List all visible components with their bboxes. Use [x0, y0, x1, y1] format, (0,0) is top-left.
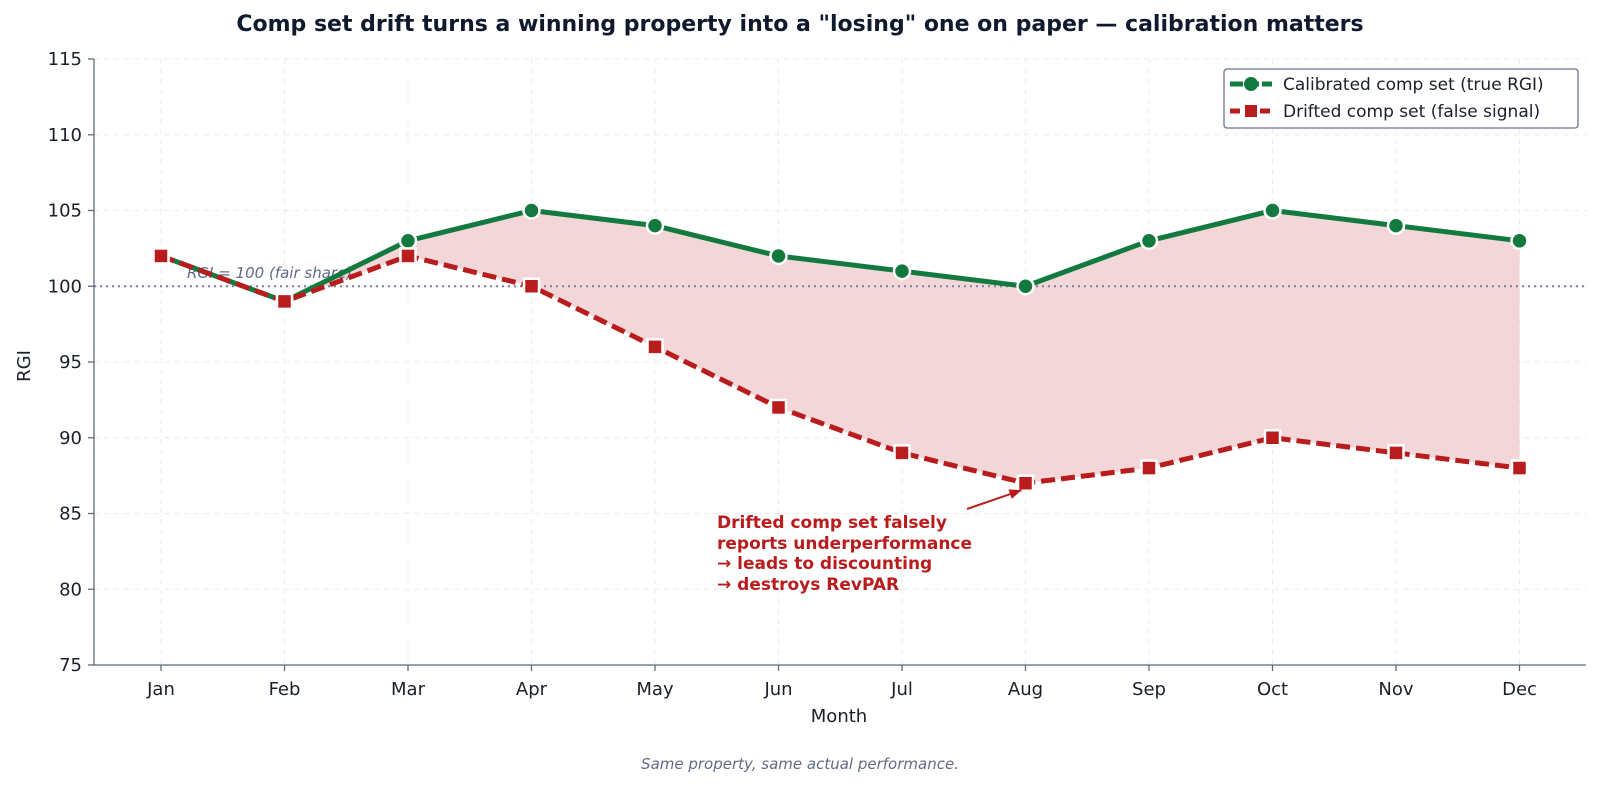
point-drifted	[399, 247, 417, 265]
annotation: Drifted comp set falsely reports underpe…	[717, 489, 1022, 595]
chart-title: Comp set drift turns a winning property …	[236, 12, 1363, 37]
legend-marker-drifted	[1245, 105, 1257, 117]
annotation-line-4: → destroys RevPAR	[717, 575, 899, 595]
y-tick-label: 75	[59, 655, 82, 676]
x-tick-label: Aug	[1008, 679, 1043, 700]
legend: Calibrated comp set (true RGI) Drifted c…	[1223, 68, 1579, 129]
annotation-line-2: reports underperformance	[717, 534, 972, 554]
x-tick-label: Jun	[763, 679, 792, 700]
annotation-arrowhead	[1008, 489, 1022, 499]
x-tick-label: Apr	[516, 679, 548, 700]
point-calibrated	[1386, 216, 1406, 235]
point-drifted	[522, 277, 541, 295]
y-tick-label: 95	[59, 352, 82, 373]
point-calibrated	[1016, 277, 1035, 296]
y-tick-label: 105	[48, 201, 82, 222]
x-tick-label: Jul	[890, 679, 913, 700]
fill-between	[161, 210, 1520, 484]
x-tick-label: Mar	[391, 679, 426, 700]
x-tick-label: Jan	[146, 679, 175, 700]
point-drifted	[1510, 459, 1529, 477]
legend-marker-calibrated	[1244, 77, 1258, 91]
annotation-line-3: → leads to discounting	[717, 554, 932, 574]
legend-box	[1223, 68, 1579, 129]
y-tick-label: 80	[59, 579, 82, 600]
series-line-calibrated	[160, 208, 1520, 304]
point-calibrated	[645, 216, 665, 235]
point-calibrated	[1510, 231, 1529, 251]
point-drifted	[893, 444, 911, 462]
point-drifted	[1263, 429, 1282, 447]
point-drifted	[152, 247, 170, 265]
x-tick-label: May	[636, 679, 674, 700]
annotation-line-1: Drifted comp set falsely	[717, 513, 947, 533]
y-tick-label: 85	[59, 504, 82, 525]
point-drifted	[1387, 444, 1405, 462]
footnote: Same property, same actual performance.	[641, 755, 959, 773]
point-calibrated	[1139, 231, 1159, 251]
point-calibrated	[769, 246, 788, 266]
point-calibrated	[892, 261, 912, 281]
y-tick-label: 100	[48, 276, 82, 297]
point-drifted	[646, 338, 664, 356]
axes: 75 80 85 90 95 100 105 110 115 Jan Feb Mar Apr May Jun…	[48, 49, 1586, 700]
reference-line-group: RGI = 100 (fair share)	[94, 264, 1586, 288]
point-calibrated	[398, 231, 418, 251]
y-tick-label: 110	[48, 125, 82, 146]
point-drifted	[1140, 459, 1158, 477]
legend-label-drifted: Drifted comp set (false signal)	[1283, 102, 1540, 122]
reference-line-label: RGI = 100 (fair share)	[187, 264, 352, 282]
y-axis-label: RGI	[14, 350, 35, 382]
x-tick-label: Feb	[269, 679, 301, 700]
point-drifted	[769, 398, 788, 417]
point-calibrated	[522, 201, 541, 220]
series-line-drifted	[160, 253, 1520, 486]
x-axis-label: Month	[811, 706, 867, 727]
x-tick-label: Oct	[1257, 679, 1288, 700]
y-tick-label: 90	[59, 428, 82, 449]
x-tick-label: Nov	[1378, 679, 1413, 700]
fill-between-area	[161, 210, 1520, 484]
x-tick-label: Sep	[1132, 679, 1166, 700]
series	[151, 201, 1529, 492]
point-drifted	[275, 292, 294, 311]
x-tick-label: Dec	[1502, 679, 1537, 700]
point-drifted	[1016, 474, 1035, 492]
point-calibrated	[1263, 201, 1282, 220]
y-tick-label: 115	[48, 49, 82, 70]
legend-label-calibrated: Calibrated comp set (true RGI)	[1283, 75, 1544, 95]
